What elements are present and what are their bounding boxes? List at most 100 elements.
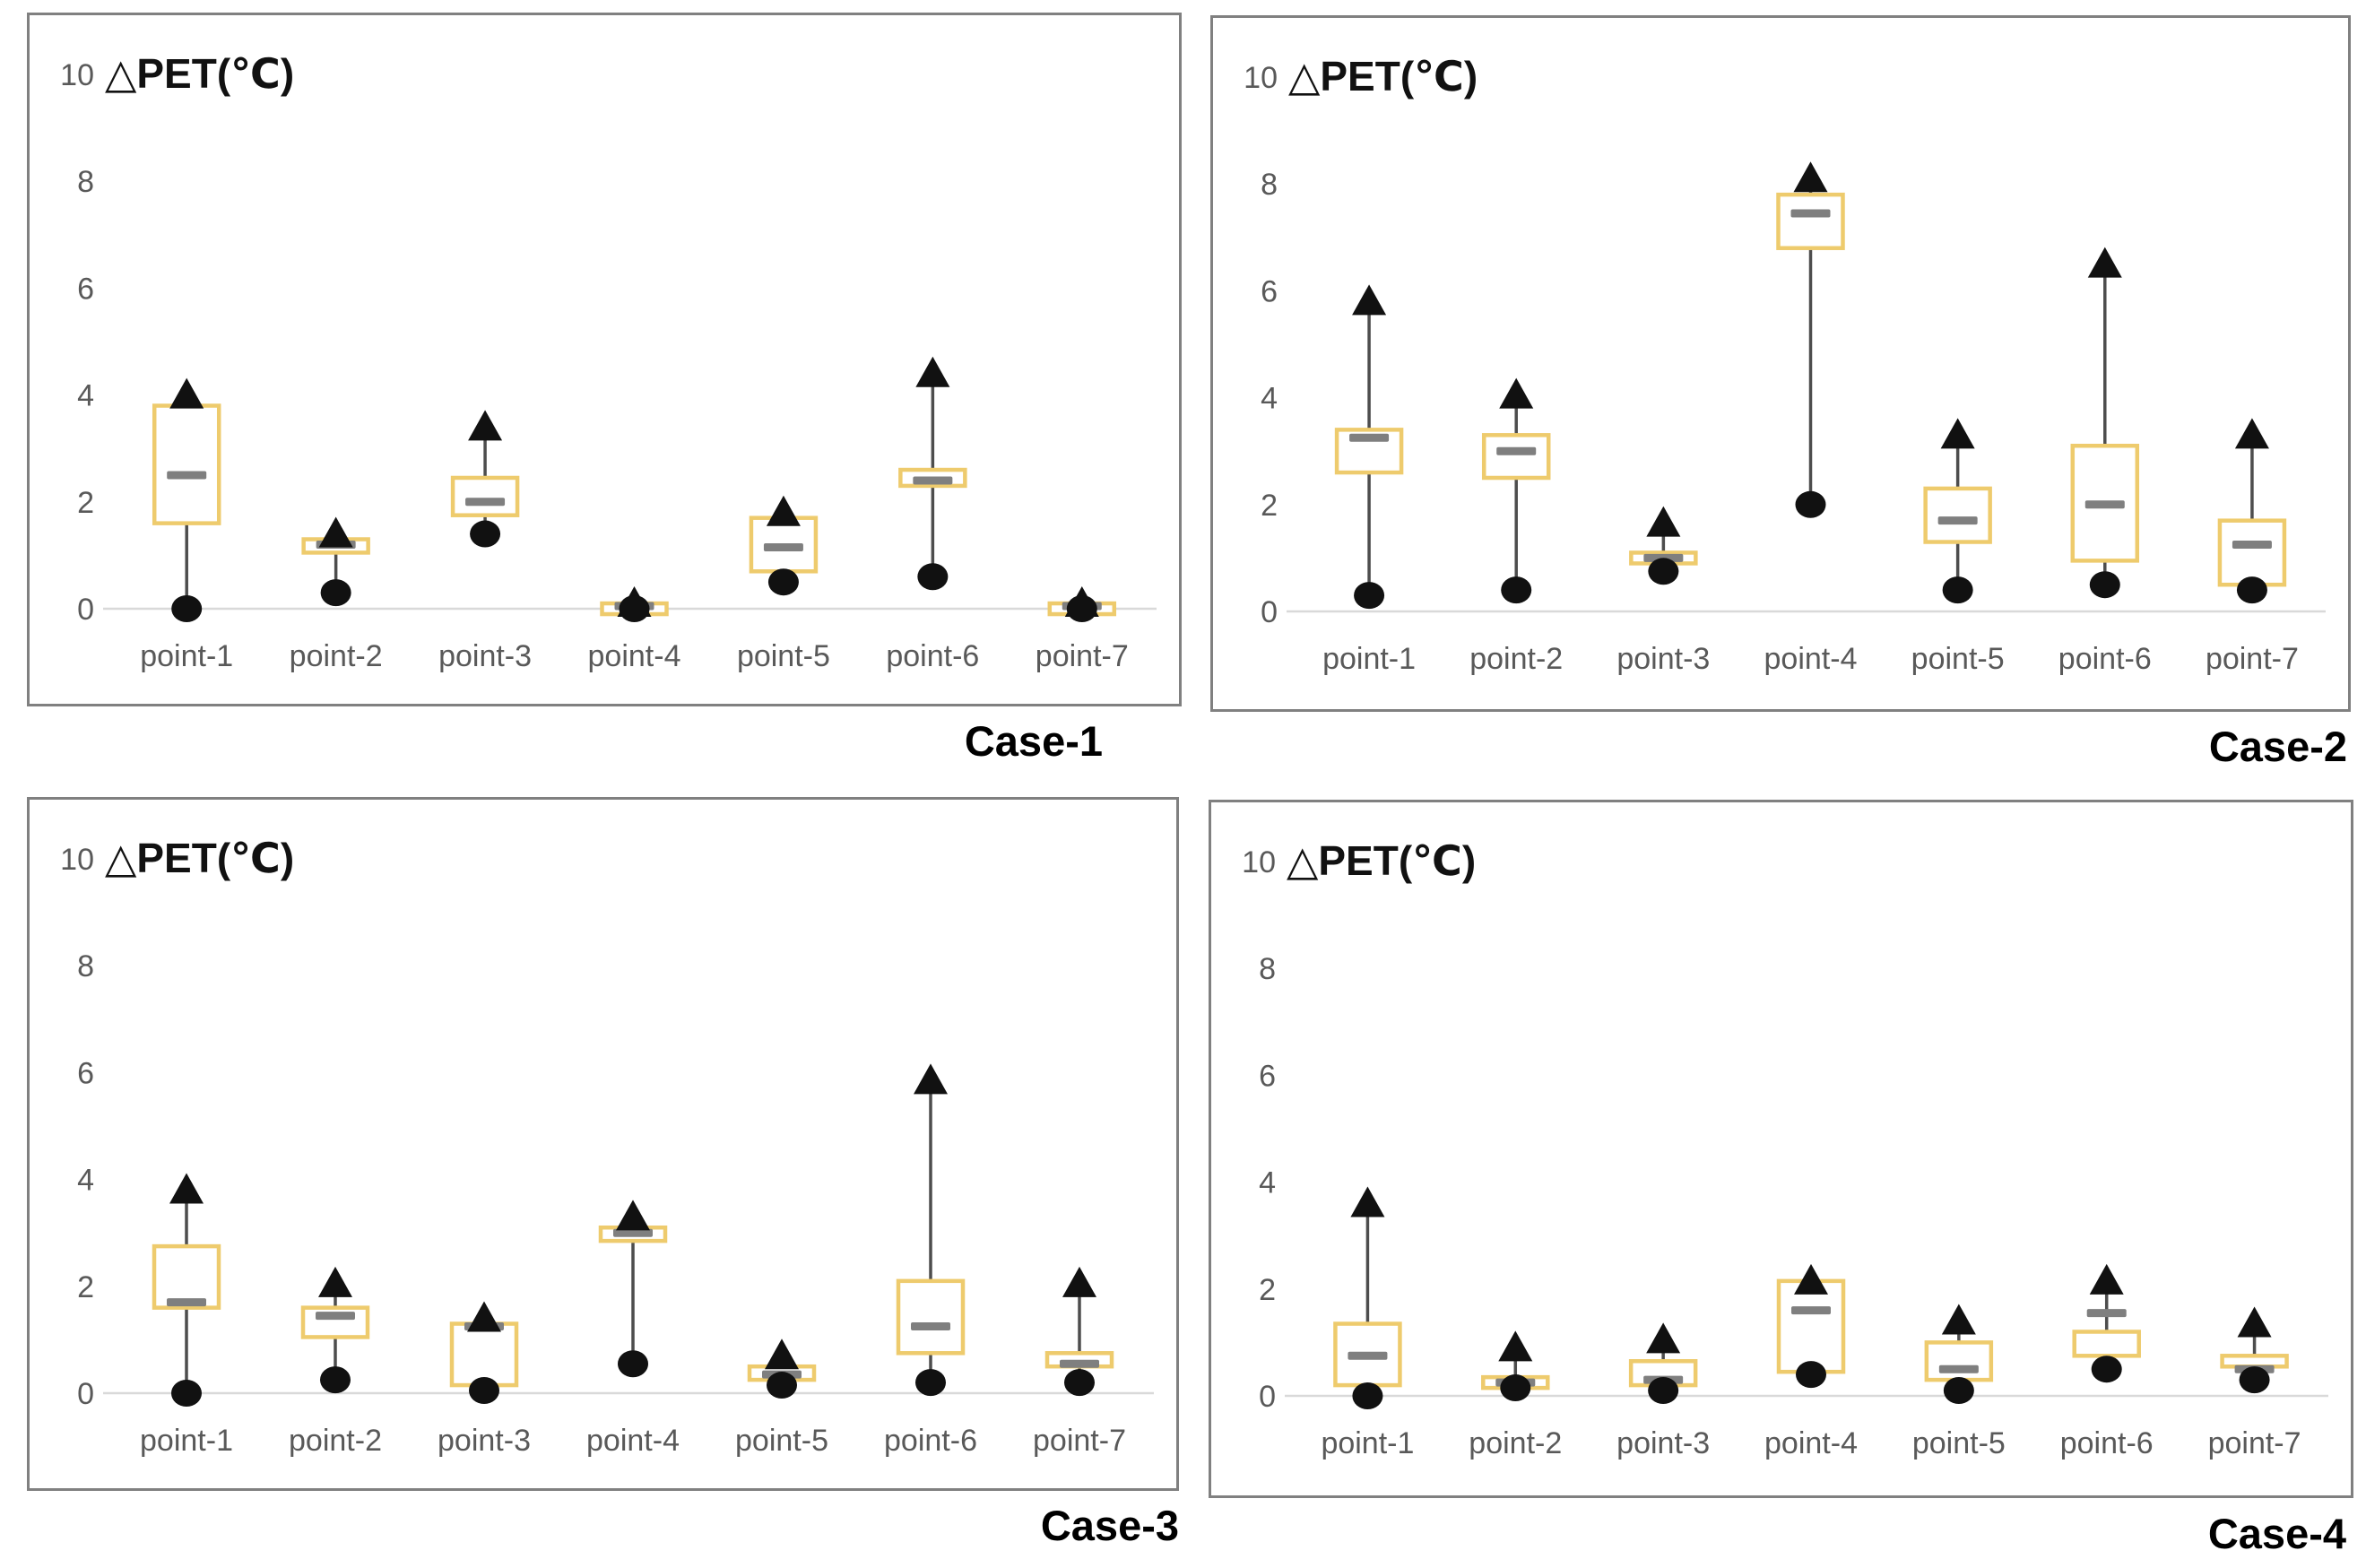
- min-circle-icon: [1064, 1369, 1095, 1397]
- median-dash-icon: [1937, 516, 1978, 525]
- case-3-y-axis-title: △PET(℃): [105, 835, 295, 881]
- max-triangle-icon: [1794, 1263, 1828, 1295]
- case-2-label: Case-2: [2208, 723, 2347, 770]
- min-circle-icon: [2239, 1366, 2270, 1394]
- min-circle-icon: [1796, 1361, 1826, 1389]
- x-category-label: point-7: [1036, 639, 1129, 673]
- x-category-label: point-6: [884, 1424, 977, 1458]
- min-circle-icon: [469, 1377, 499, 1405]
- y-tick-label: 4: [77, 379, 94, 413]
- box-iqr: [2217, 518, 2287, 587]
- min-circle-icon: [171, 595, 203, 622]
- min-circle-icon: [1795, 490, 1826, 518]
- x-category-label: point-5: [1911, 642, 2005, 676]
- median-dash-icon: [1496, 446, 1537, 455]
- box-iqr: [1481, 433, 1551, 481]
- case-2-panel: 10 8 6 4 2 0 point-1 point-2 point-3 point-4 point…: [1210, 15, 2351, 712]
- y-tick-label: 2: [1261, 489, 1278, 523]
- x-category-label: point-6: [2060, 1426, 2154, 1460]
- x-category-label: point-4: [588, 639, 681, 673]
- y-tick-label: 10: [1244, 61, 1278, 95]
- median-dash-icon: [2084, 500, 2125, 509]
- case-2-chart: 10 8 6 4 2 0 point-1 point-2 point-3 point-4 point…: [1244, 61, 2326, 676]
- x-category-label: point-7: [2206, 642, 2299, 676]
- x-category-label: point-2: [1469, 642, 1563, 676]
- box-iqr: [1776, 192, 1845, 250]
- min-circle-icon: [619, 595, 650, 622]
- max-triangle-icon: [2087, 247, 2122, 278]
- min-circle-icon: [1648, 1377, 1679, 1405]
- y-tick-label: 4: [1259, 1166, 1276, 1200]
- y-tick-label: 8: [1259, 952, 1276, 986]
- min-circle-icon: [618, 1350, 648, 1378]
- max-triangle-icon: [1646, 506, 1681, 537]
- median-dash-icon: [1060, 1359, 1099, 1368]
- x-category-label: point-1: [1322, 642, 1416, 676]
- y-tick-label: 6: [77, 1056, 94, 1090]
- median-dash-icon: [1791, 1306, 1831, 1315]
- x-category-label: point-7: [2208, 1426, 2301, 1460]
- y-tick-label: 0: [1261, 595, 1278, 629]
- min-circle-icon: [171, 1380, 202, 1407]
- box-iqr: [2072, 1330, 2141, 1358]
- box-iqr: [152, 403, 221, 525]
- y-tick-label: 10: [1242, 845, 1276, 879]
- max-triangle-icon: [468, 410, 503, 441]
- x-category-label: point-4: [1764, 642, 1858, 676]
- y-tick-label: 2: [1259, 1273, 1276, 1307]
- min-circle-icon: [2236, 576, 2267, 604]
- box-iqr: [152, 1243, 221, 1310]
- box-iqr: [450, 475, 520, 517]
- max-triangle-icon: [2237, 1306, 2272, 1338]
- x-category-label: point-7: [1033, 1424, 1126, 1458]
- case-4-y-axis-title: △PET(℃): [1287, 837, 1477, 884]
- box-iqr: [1776, 1278, 1846, 1374]
- max-triangle-icon: [318, 516, 353, 548]
- x-category-label: point-3: [438, 1424, 531, 1458]
- min-circle-icon: [1942, 576, 1973, 604]
- case-1-label: Case-1: [964, 717, 1103, 765]
- median-dash-icon: [913, 476, 953, 485]
- x-category-label: point-4: [586, 1424, 680, 1458]
- max-triangle-icon: [2234, 418, 2269, 449]
- min-circle-icon: [320, 579, 351, 607]
- y-tick-label: 0: [77, 1377, 94, 1411]
- y-tick-label: 0: [1259, 1380, 1276, 1414]
- x-category-label: point-2: [289, 1424, 382, 1458]
- case-1-y-axis-title: △PET(℃): [105, 50, 295, 97]
- max-triangle-icon: [616, 1200, 650, 1231]
- median-dash-icon: [1348, 1351, 1388, 1360]
- case-3-panel: 10 8 6 4 2 0 point-1 point-2 point-3 point-4 point…: [27, 797, 1179, 1491]
- median-dash-icon: [167, 1298, 206, 1307]
- box-iqr: [2070, 443, 2140, 563]
- max-triangle-icon: [765, 1338, 799, 1370]
- y-tick-label: 6: [1261, 274, 1278, 308]
- max-triangle-icon: [1499, 377, 1534, 409]
- x-category-label: point-2: [1469, 1426, 1562, 1460]
- min-circle-icon: [917, 563, 949, 591]
- x-category-label: point-5: [735, 1424, 828, 1458]
- min-circle-icon: [1648, 558, 1679, 585]
- median-dash-icon: [2232, 541, 2272, 549]
- y-tick-label: 2: [77, 486, 94, 520]
- x-category-label: point-5: [737, 639, 830, 673]
- max-triangle-icon: [169, 377, 204, 409]
- max-triangle-icon: [766, 495, 801, 526]
- y-tick-label: 10: [60, 58, 94, 92]
- median-dash-icon: [763, 542, 803, 551]
- max-triangle-icon: [318, 1266, 352, 1297]
- min-circle-icon: [2091, 1356, 2122, 1383]
- y-tick-label: 6: [77, 272, 94, 306]
- min-circle-icon: [915, 1369, 946, 1397]
- box-iqr: [1924, 1340, 1994, 1382]
- min-circle-icon: [767, 568, 799, 596]
- max-triangle-icon: [1352, 284, 1387, 316]
- max-triangle-icon: [1940, 418, 1975, 449]
- max-triangle-icon: [1941, 1304, 1976, 1335]
- box-iqr: [1923, 486, 1992, 544]
- x-category-label: point-3: [1616, 642, 1710, 676]
- y-tick-label: 4: [77, 1164, 94, 1198]
- max-triangle-icon: [467, 1301, 501, 1332]
- max-triangle-icon: [169, 1173, 204, 1204]
- x-category-label: point-2: [290, 639, 383, 673]
